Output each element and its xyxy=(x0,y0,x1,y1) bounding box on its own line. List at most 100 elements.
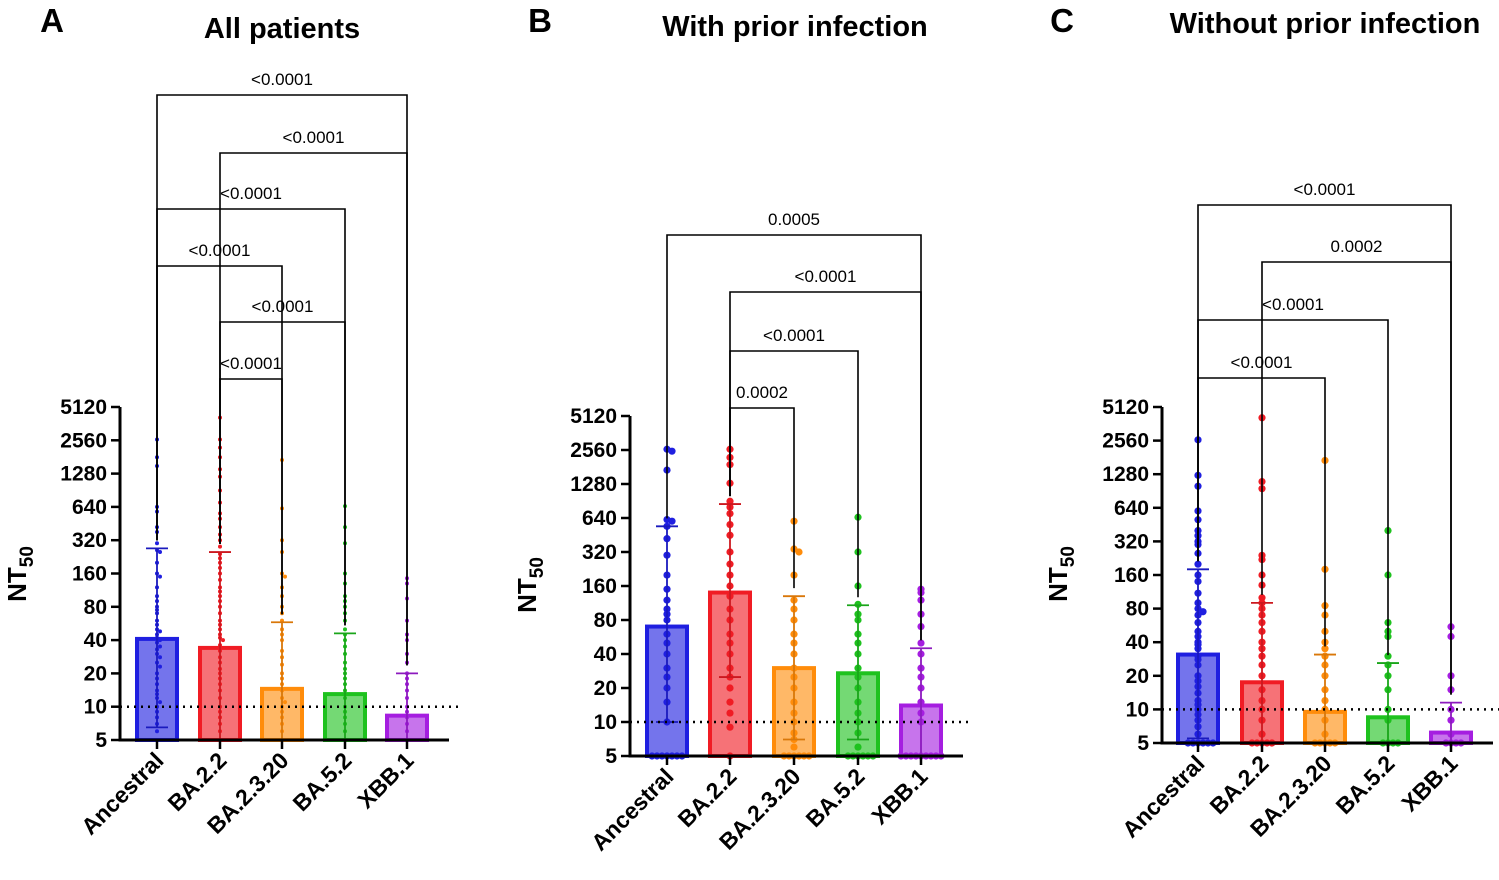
data-point xyxy=(1194,560,1202,568)
x-tick-label-ancestral: Ancestral xyxy=(1117,750,1210,843)
y-axis-label: NT50 xyxy=(1043,546,1079,602)
p-value-label: <0.0001 xyxy=(251,70,313,89)
x-tick-label-ancestral: Ancestral xyxy=(76,747,169,840)
y-tick-label: 5120 xyxy=(60,396,107,419)
p-value-label: <0.0001 xyxy=(220,184,282,203)
data-point xyxy=(158,700,162,705)
data-point xyxy=(221,638,225,643)
p-value-label: 0.0005 xyxy=(768,210,820,229)
y-tick-label: 160 xyxy=(72,563,107,586)
data-point xyxy=(155,729,159,734)
panel-letter: A xyxy=(40,2,64,39)
p-value-label: <0.0001 xyxy=(220,354,282,373)
y-tick-label: 40 xyxy=(1126,631,1149,654)
data-point xyxy=(1258,594,1266,602)
y-tick-label: 640 xyxy=(582,507,617,530)
x-tick-label-ba-5-2: BA.5.2 xyxy=(288,747,357,816)
y-tick-label: 2560 xyxy=(1102,430,1149,453)
panel-a: A All patients NT50 5 10 20 40 80 160 320 640 1280 2… xyxy=(2,2,459,840)
p-value-label: <0.0001 xyxy=(283,128,345,147)
y-tick-label: 1280 xyxy=(1102,463,1149,486)
y-tick-label: 160 xyxy=(582,575,617,598)
p-value-label: <0.0001 xyxy=(763,326,825,345)
data-point xyxy=(158,574,162,579)
significance-bracket xyxy=(729,291,922,641)
y-tick-label: 40 xyxy=(594,643,617,666)
x-tick-label-ba-5-2: BA.5.2 xyxy=(801,763,870,832)
data-point xyxy=(158,664,162,669)
data-point xyxy=(795,548,803,556)
data-point xyxy=(158,550,162,555)
panel-letter: C xyxy=(1050,2,1074,39)
data-point xyxy=(854,743,862,751)
y-tick-label: 10 xyxy=(1126,698,1149,721)
data-point xyxy=(726,709,734,717)
y-tick-label: 10 xyxy=(84,696,107,719)
panel-title: Without prior infection xyxy=(1170,8,1481,40)
p-value-label: 0.0002 xyxy=(736,383,788,402)
y-tick-label: 320 xyxy=(72,529,107,552)
data-point xyxy=(158,644,162,649)
panel-title: All patients xyxy=(204,13,360,45)
y-tick-label: 5120 xyxy=(1102,396,1149,419)
panel-letter: B xyxy=(528,2,552,39)
y-tick-label: 2560 xyxy=(60,429,107,452)
significance-bracket xyxy=(1197,319,1389,656)
p-value-label: 0.0002 xyxy=(1331,237,1383,256)
data-point xyxy=(155,541,159,546)
significance-bracket xyxy=(1261,261,1452,695)
data-point xyxy=(790,743,798,751)
y-tick-label: 5120 xyxy=(570,405,617,428)
data-point xyxy=(218,544,222,549)
data-point xyxy=(726,497,734,505)
y-tick-label: 10 xyxy=(594,711,617,734)
data-point xyxy=(668,447,676,455)
y-tick-label: 640 xyxy=(72,496,107,519)
p-value-label: <0.0001 xyxy=(1294,180,1356,199)
panel-c: C Without prior infection NT50 5 10 20 40 80 160… xyxy=(1043,2,1499,843)
y-tick-label: 80 xyxy=(84,596,107,619)
data-point xyxy=(1321,645,1329,653)
p-value-label: <0.0001 xyxy=(252,297,314,316)
data-point xyxy=(283,700,287,705)
data-point xyxy=(726,698,734,706)
data-point xyxy=(917,639,925,647)
data-point xyxy=(668,517,676,525)
y-tick-label: 1280 xyxy=(60,463,107,486)
p-value-label: <0.0001 xyxy=(795,267,857,286)
x-tick-label-ancestral: Ancestral xyxy=(586,763,679,856)
x-tick-label-xbb-1: XBB.1 xyxy=(1396,750,1462,816)
y-axis-label: NT50 xyxy=(512,557,548,613)
data-point xyxy=(726,684,734,692)
y-tick-label: 160 xyxy=(1114,564,1149,587)
x-tick-label-ba-5-2: BA.5.2 xyxy=(1331,750,1400,819)
significance-bracket xyxy=(1197,377,1326,647)
x-tick-label-xbb-1: XBB.1 xyxy=(352,747,418,813)
data-point xyxy=(158,638,162,643)
p-value-label: <0.0001 xyxy=(189,241,251,260)
x-tick-label-xbb-1: XBB.1 xyxy=(866,763,932,829)
y-tick-label: 80 xyxy=(1126,598,1149,621)
y-tick-label: 320 xyxy=(1114,530,1149,553)
data-point xyxy=(158,655,162,660)
significance-bracket xyxy=(156,208,346,626)
y-tick-label: 20 xyxy=(84,662,107,685)
p-value-label: <0.0001 xyxy=(1231,353,1293,372)
data-point xyxy=(343,627,347,632)
panel-title: With prior infection xyxy=(662,11,928,43)
y-axis-label: NT50 xyxy=(2,546,38,602)
y-tick-label: 640 xyxy=(1114,497,1149,520)
panel-b: B With prior infection NT50 5 10 20 40 80 160 320… xyxy=(512,2,973,856)
y-tick-label: 80 xyxy=(594,609,617,632)
significance-bracket xyxy=(729,407,795,589)
y-tick-label: 320 xyxy=(582,541,617,564)
data-point xyxy=(283,574,287,579)
y-tick-label: 5 xyxy=(1137,732,1149,755)
data-point xyxy=(1384,652,1392,660)
y-tick-label: 20 xyxy=(594,677,617,700)
y-tick-label: 20 xyxy=(1126,665,1149,688)
p-value-label: <0.0001 xyxy=(1262,295,1324,314)
y-tick-label: 40 xyxy=(84,629,107,652)
data-point xyxy=(726,723,734,731)
